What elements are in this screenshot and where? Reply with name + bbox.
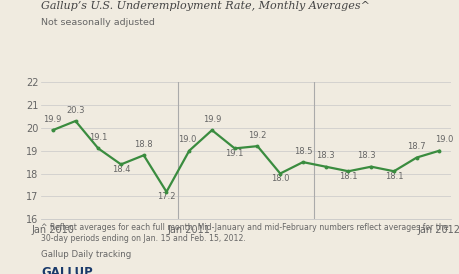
Text: 18.3: 18.3 <box>316 151 334 160</box>
Text: 18.1: 18.1 <box>384 172 402 181</box>
Text: 19.1: 19.1 <box>225 149 243 158</box>
Text: 30-day periods ending on Jan. 15 and Feb. 15, 2012.: 30-day periods ending on Jan. 15 and Feb… <box>41 234 246 243</box>
Text: Gallup Daily tracking: Gallup Daily tracking <box>41 250 131 259</box>
Text: 19.1: 19.1 <box>89 133 107 142</box>
Text: Not seasonally adjusted: Not seasonally adjusted <box>41 18 155 27</box>
Text: 17.2: 17.2 <box>157 192 175 201</box>
Text: 19.9: 19.9 <box>44 115 62 124</box>
Text: 18.3: 18.3 <box>357 151 375 160</box>
Text: 18.1: 18.1 <box>338 172 357 181</box>
Text: 18.7: 18.7 <box>407 142 425 151</box>
Text: 20.3: 20.3 <box>66 105 84 115</box>
Text: ^ Reflect averages for each full month. Mid-January and mid-February numbers ref: ^ Reflect averages for each full month. … <box>41 223 448 232</box>
Text: 18.4: 18.4 <box>112 165 130 174</box>
Text: 19.2: 19.2 <box>248 131 266 140</box>
Text: 18.8: 18.8 <box>134 140 153 149</box>
Text: 19.9: 19.9 <box>202 115 221 124</box>
Text: 18.5: 18.5 <box>293 147 312 156</box>
Text: Gallup’s U.S. Underemployment Rate, Monthly Averages^: Gallup’s U.S. Underemployment Rate, Mont… <box>41 1 369 11</box>
Text: GALLUP: GALLUP <box>41 266 93 274</box>
Text: 19.0: 19.0 <box>434 135 452 144</box>
Text: 18.0: 18.0 <box>270 174 289 183</box>
Text: 19.0: 19.0 <box>177 135 196 144</box>
